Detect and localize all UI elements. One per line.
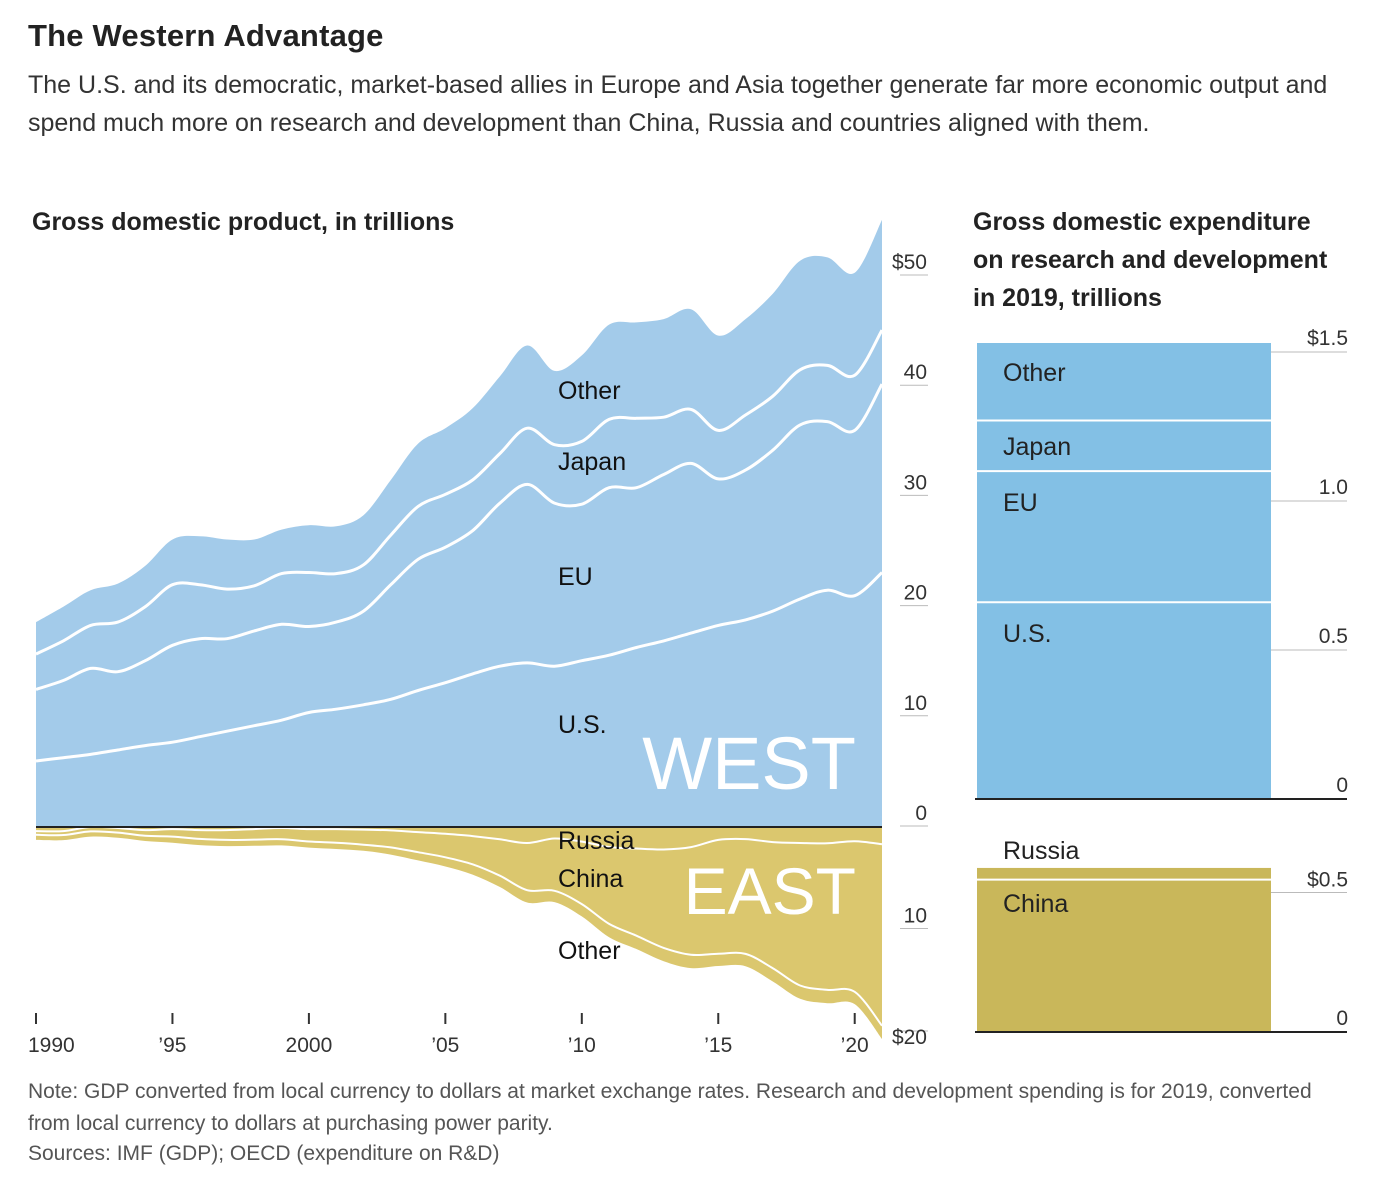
west-boundary-japan — [35, 329, 884, 656]
footnote: Note: GDP converted from local currency … — [28, 1080, 1312, 1135]
gdp-panel-title: Gross domestic product, in trillions — [32, 208, 455, 236]
gdp-y-tick-label: 40 — [904, 361, 927, 384]
west-boundary-us — [35, 571, 884, 763]
gdp-x-tick-label: ’10 — [568, 1034, 596, 1057]
rd-panel-title: Gross domestic expenditure on research a… — [973, 203, 1363, 317]
gdp-area-chart: U.S. EU Japan Other Russia China Other WEST EAST… — [28, 219, 928, 1057]
rd-title-line-3: in 2019, trillions — [973, 284, 1162, 312]
rd-y-tick-label: 0.5 — [1319, 625, 1348, 648]
gdp-y-tick-label: 20 — [904, 582, 927, 605]
gdp-x-tick-label: ’95 — [158, 1034, 186, 1057]
gdp-x-tick-label: ’15 — [704, 1034, 732, 1057]
chart-title: The Western Advantage — [28, 18, 384, 53]
rd-y-tick-label: 0 — [1336, 774, 1348, 797]
rd-y-tick-label: $1.5 — [1307, 327, 1348, 350]
west-area — [36, 219, 882, 826]
rd-bar-us — [977, 602, 1271, 799]
rd-y-tick-label: 0 — [1336, 1007, 1348, 1030]
east-boundary-russia — [35, 825, 883, 851]
label-china: China — [558, 865, 623, 893]
rd-bar-russia — [977, 867, 1271, 880]
rd-bar-japan-label: Japan — [1003, 433, 1071, 461]
east-group-label: EAST — [684, 854, 856, 928]
rd-bar-chart: U.S. EU Japan Other 0 0.5 1.0 $1.5 China Russia 0 $… — [975, 327, 1348, 1033]
gdp-x-tick-label: ’05 — [431, 1034, 459, 1057]
gdp-x-tick-label: ’20 — [841, 1034, 869, 1057]
gdp-y-tick-label: 10 — [904, 905, 927, 928]
rd-y-tick-label: 1.0 — [1319, 476, 1348, 499]
west-group-label: WEST — [642, 722, 856, 805]
rd-bar-other — [977, 343, 1271, 421]
gdp-y-tick-label: 30 — [904, 471, 927, 494]
east-area — [36, 826, 882, 1039]
label-eu: EU — [558, 563, 593, 591]
rd-bar-us-label: U.S. — [1003, 620, 1052, 648]
gdp-x-tick-label: 1990 — [28, 1034, 75, 1057]
gdp-y-tick-label: $50 — [892, 251, 927, 274]
label-japan: Japan — [558, 448, 626, 476]
label-us: U.S. — [558, 711, 607, 739]
rd-bar-eu — [977, 471, 1271, 603]
rd-bar-eu-label: EU — [1003, 489, 1038, 517]
rd-bar-russia-label: Russia — [1003, 837, 1080, 865]
label-other-west: Other — [558, 377, 621, 405]
west-boundary-eu — [35, 383, 884, 691]
gdp-x-tick-label: 2000 — [286, 1034, 333, 1057]
east-boundary-china — [35, 830, 883, 1027]
gdp-y-tick-label: 0 — [915, 802, 927, 825]
gdp-y-tick-label: $20 — [892, 1026, 927, 1049]
rd-bar-china-label: China — [1003, 890, 1068, 918]
rd-title-line-1: Gross domestic expenditure — [973, 208, 1311, 236]
rd-y-tick-label: $0.5 — [1307, 869, 1348, 892]
rd-bar-china — [977, 879, 1271, 1032]
label-other-east: Other — [558, 937, 621, 965]
sources: Sources: IMF (GDP); OECD (expenditure on… — [28, 1142, 500, 1165]
gdp-y-tick-label: 10 — [904, 692, 927, 715]
rd-bar-japan — [977, 420, 1271, 472]
label-russia: Russia — [558, 827, 635, 855]
rd-bar-other-label: Other — [1003, 359, 1066, 387]
chart-subtitle: The U.S. and its democratic, market-base… — [28, 71, 1328, 137]
rd-title-line-2: on research and development — [973, 246, 1328, 274]
